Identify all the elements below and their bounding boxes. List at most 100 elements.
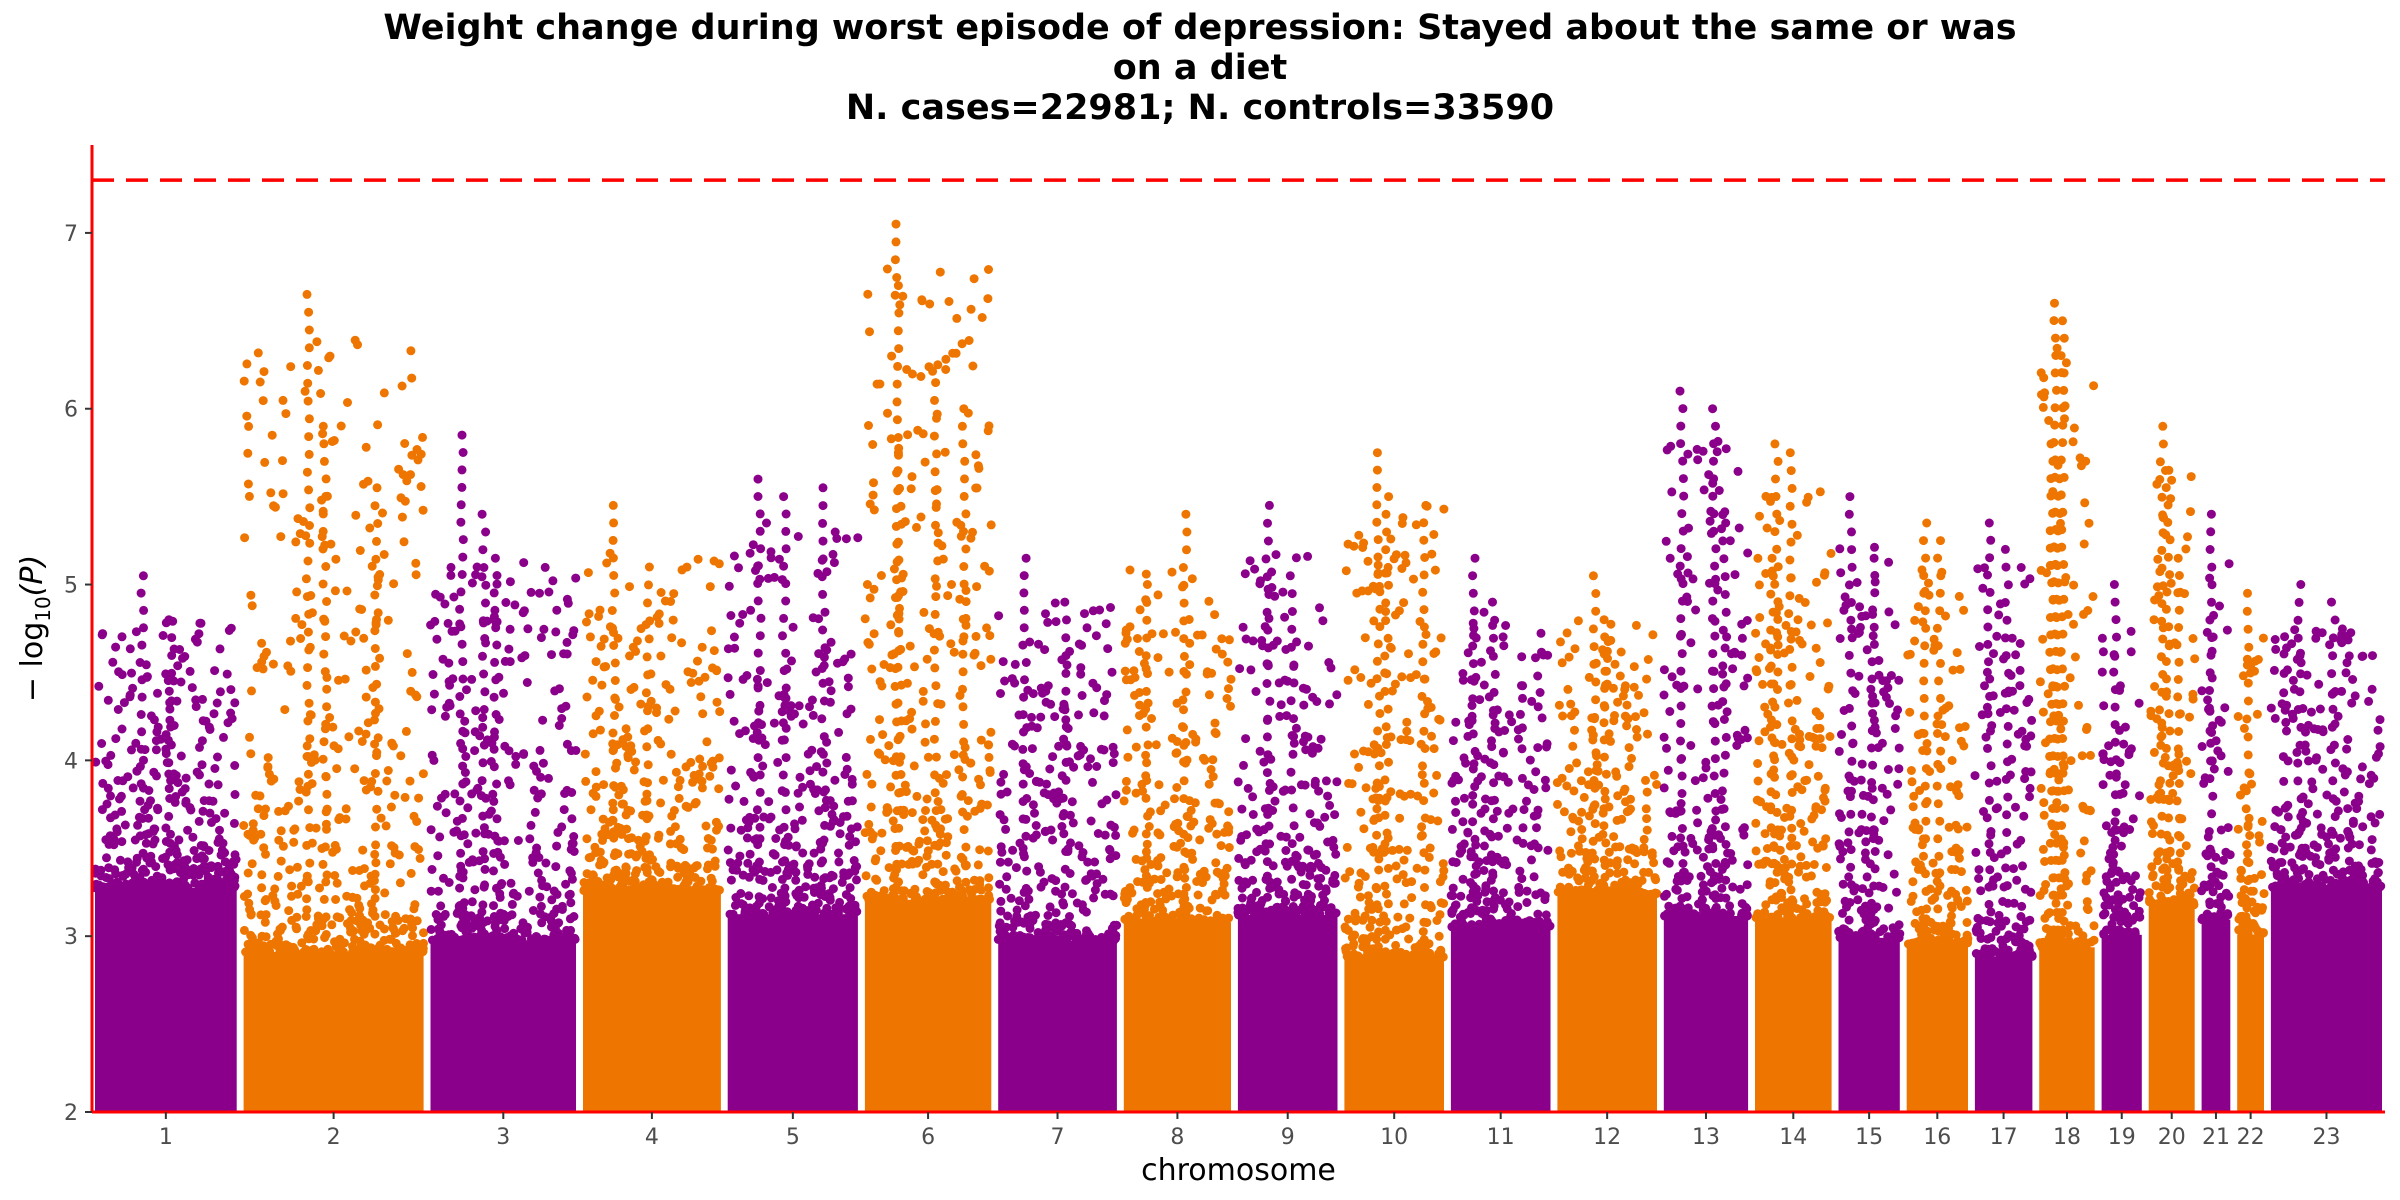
snp-point <box>903 430 913 440</box>
snp-point <box>870 890 880 900</box>
snp-point <box>1021 658 1031 667</box>
snp-point <box>608 798 618 808</box>
snp-point <box>679 845 689 855</box>
snp-point <box>610 711 619 720</box>
snp-point <box>1074 710 1083 720</box>
snp-point <box>714 559 724 569</box>
snp-point <box>1448 891 1458 901</box>
snp-point <box>959 562 969 571</box>
snp-point <box>1468 799 1478 809</box>
snp-point <box>215 687 225 697</box>
snp-point <box>1501 900 1510 910</box>
snp-point <box>966 533 976 543</box>
snp-point <box>330 586 340 596</box>
snp-point <box>1581 867 1591 877</box>
snp-point <box>1125 565 1135 575</box>
snp-point <box>1468 588 1478 598</box>
snp-point <box>1364 898 1374 907</box>
snp-point <box>1285 571 1295 581</box>
snp-point <box>229 882 239 892</box>
snp-point <box>302 840 312 850</box>
snp-point <box>470 746 480 756</box>
snp-point <box>400 496 410 506</box>
snp-point <box>389 843 399 852</box>
snp-point <box>1372 900 1382 910</box>
snp-point <box>478 545 488 555</box>
snp-point <box>1217 649 1227 659</box>
snp-point <box>490 831 500 841</box>
snp-point <box>318 859 328 869</box>
snp-point <box>1718 697 1728 707</box>
snp-point <box>1676 876 1686 886</box>
snp-point <box>929 645 939 655</box>
snp-point <box>695 886 704 896</box>
snp-point <box>513 836 523 845</box>
snp-point <box>1458 874 1468 884</box>
snp-point <box>1262 607 1272 617</box>
snp-point <box>266 776 276 786</box>
snp-point <box>1522 898 1532 907</box>
snp-point <box>198 716 208 726</box>
snp-point <box>1381 616 1391 626</box>
snp-point <box>376 813 386 823</box>
snp-point <box>1590 712 1600 722</box>
snp-point <box>1372 500 1382 510</box>
snp-point <box>1350 930 1360 940</box>
snp-point <box>1709 684 1719 694</box>
snp-point <box>1540 895 1550 905</box>
snp-point <box>426 825 436 835</box>
snp-point <box>791 889 801 899</box>
snp-point <box>123 857 133 867</box>
snp-point <box>957 421 967 431</box>
snp-point <box>137 727 147 737</box>
snp-point <box>1419 796 1429 806</box>
snp-point <box>913 425 923 435</box>
snp-point <box>450 789 460 799</box>
snp-point <box>846 894 856 903</box>
snp-point <box>321 912 331 922</box>
snp-point <box>297 620 307 630</box>
snp-point <box>1531 653 1540 663</box>
snp-point <box>1676 544 1686 554</box>
snp-point <box>1566 699 1576 709</box>
snp-point <box>1517 874 1527 884</box>
snp-point <box>1739 830 1749 840</box>
snp-point <box>372 751 381 761</box>
snp-point <box>248 939 258 949</box>
snp-point <box>372 679 382 689</box>
snp-point <box>151 736 161 746</box>
snp-point <box>370 893 380 903</box>
snp-point <box>455 692 465 701</box>
snp-point <box>1172 842 1182 852</box>
snp-point <box>460 716 470 726</box>
snp-point <box>471 570 481 580</box>
snp-point <box>623 750 633 760</box>
snp-point <box>332 912 342 922</box>
snp-point <box>1025 769 1035 778</box>
snp-point <box>1108 758 1118 768</box>
snp-point <box>176 677 186 687</box>
snp-point <box>1543 845 1553 855</box>
snp-point <box>526 934 536 944</box>
snp-point <box>890 255 900 265</box>
snp-point <box>745 548 755 558</box>
snp-point <box>94 681 104 691</box>
snp-point <box>1718 669 1728 679</box>
snp-point <box>883 408 892 418</box>
snp-point <box>477 776 487 786</box>
snp-point <box>1060 864 1070 874</box>
snp-point <box>736 889 746 898</box>
snp-point <box>755 631 765 641</box>
snp-point <box>1207 895 1217 905</box>
snp-point <box>103 695 113 705</box>
snp-point <box>1566 827 1576 837</box>
snp-point <box>319 737 329 747</box>
snp-point <box>1363 891 1373 901</box>
snp-point <box>1721 444 1731 454</box>
snp-point <box>1395 813 1405 823</box>
snp-point <box>1086 754 1095 764</box>
snp-point <box>730 900 740 910</box>
snp-point <box>1533 671 1543 681</box>
snp-point <box>1089 708 1099 718</box>
snp-point <box>1504 808 1514 818</box>
